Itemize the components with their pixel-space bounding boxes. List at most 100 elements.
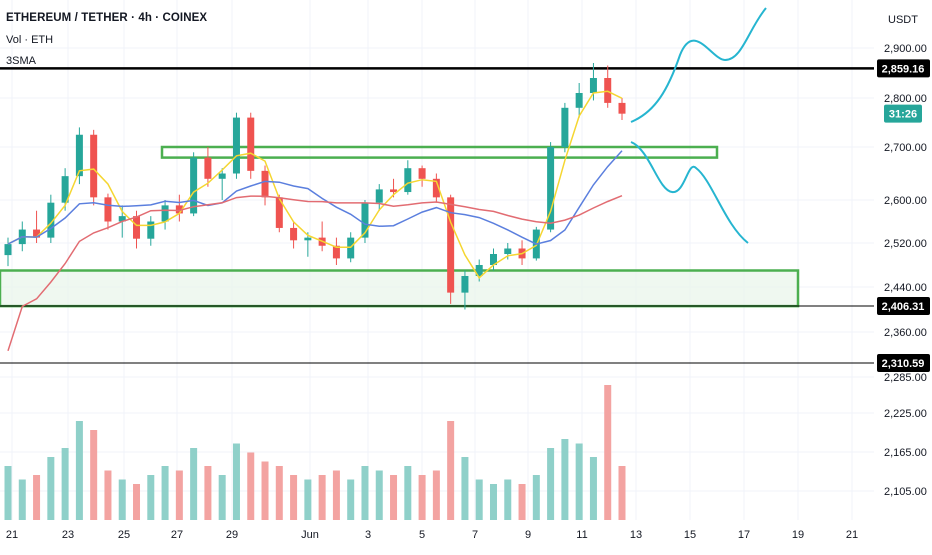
volume-indicator-label[interactable]: Vol · ETH [6, 34, 54, 46]
volume-bar [418, 475, 426, 520]
candle-body [304, 237, 312, 241]
candle-body [118, 216, 126, 222]
volume-bar [18, 479, 26, 520]
volume-bar [90, 430, 98, 520]
candle-body [204, 157, 212, 179]
candle-body [47, 202, 55, 238]
volume-bar [133, 484, 141, 520]
currency-label[interactable]: USDT [888, 14, 918, 26]
candle-body [247, 117, 255, 171]
volume-bar [190, 448, 198, 520]
candle-body [290, 227, 298, 241]
volume-bars [4, 385, 626, 520]
volume-bar [61, 448, 69, 520]
resistance-zone [160, 145, 719, 159]
volume-bar [175, 470, 183, 520]
volume-bar [232, 443, 240, 520]
volume-bar [304, 479, 312, 520]
volume-bar [390, 475, 398, 520]
candle-body [589, 78, 597, 93]
price-axis[interactable] [874, 0, 932, 522]
volume-bar [361, 466, 369, 520]
candle-body [447, 197, 455, 293]
candle-body [561, 107, 569, 147]
candle-body [547, 147, 555, 230]
candle-body [618, 102, 626, 114]
volume-bar [347, 479, 355, 520]
candle-body [232, 117, 240, 174]
support-zone [0, 269, 800, 308]
candle-body [575, 93, 583, 108]
volume-bar [547, 448, 555, 520]
volume-bar [290, 475, 298, 520]
volume-bar [161, 466, 169, 520]
candle-body [261, 170, 269, 198]
candle-body [489, 254, 497, 265]
volume-bar [604, 385, 612, 520]
volume-bar [489, 484, 497, 520]
candle-body [332, 245, 340, 259]
candle-body [375, 189, 383, 203]
candle-body [104, 197, 112, 222]
sma-mid-line [7, 150, 623, 245]
candle-body [275, 197, 283, 228]
bearish-projection [630, 141, 749, 244]
candle-body [604, 78, 612, 103]
symbol-title[interactable]: ETHEREUM / TETHER · 4h · COINEX [6, 12, 208, 24]
candle-body [475, 265, 483, 276]
candle-body [90, 134, 98, 198]
volume-bar [332, 470, 340, 520]
volume-bar [447, 421, 455, 520]
bullish-projection [630, 7, 767, 123]
candle-body [218, 173, 226, 179]
candle-body [190, 157, 198, 214]
volume-bar [147, 475, 155, 520]
candle-body [147, 221, 155, 239]
moving-averages [7, 90, 623, 352]
volume-bar [104, 470, 112, 520]
volume-bar [575, 443, 583, 520]
volume-bar [561, 439, 569, 520]
volume-bar [275, 466, 283, 520]
volume-bar [461, 457, 469, 520]
projection-paths [630, 7, 767, 244]
candle-body [432, 178, 440, 198]
volume-bar [204, 466, 212, 520]
candle-body [504, 248, 512, 254]
candle-body [418, 168, 426, 179]
candle-body [161, 205, 169, 222]
sma-indicator-label[interactable]: 3SMA [6, 55, 36, 67]
horizontal-levels [0, 67, 874, 364]
volume-bar [75, 421, 83, 520]
candle-body [175, 205, 183, 214]
time-axis[interactable] [0, 520, 932, 550]
volume-bar [475, 479, 483, 520]
candle-body [133, 216, 141, 239]
candle-body [75, 134, 83, 177]
candlesticks [4, 63, 626, 310]
candle-body [390, 189, 398, 193]
candle-body [461, 276, 469, 293]
volume-bar [432, 470, 440, 520]
candle-body [33, 229, 41, 238]
candle-body [361, 202, 369, 238]
volume-bar [404, 466, 412, 520]
volume-bar [518, 484, 526, 520]
candle-body [4, 244, 12, 256]
candle-body [347, 237, 355, 259]
volume-bar [375, 470, 383, 520]
volume-bar [218, 475, 226, 520]
volume-bar [33, 475, 41, 520]
volume-bar [532, 475, 540, 520]
candle-body [61, 176, 69, 203]
support-resistance-zones [0, 145, 800, 308]
volume-bar [504, 479, 512, 520]
volume-bar [118, 479, 126, 520]
volume-bar [47, 457, 55, 520]
volume-bar [247, 452, 255, 520]
sma-slow-line [7, 195, 623, 352]
sma-fast-line [7, 90, 623, 279]
volume-bar [4, 466, 12, 520]
